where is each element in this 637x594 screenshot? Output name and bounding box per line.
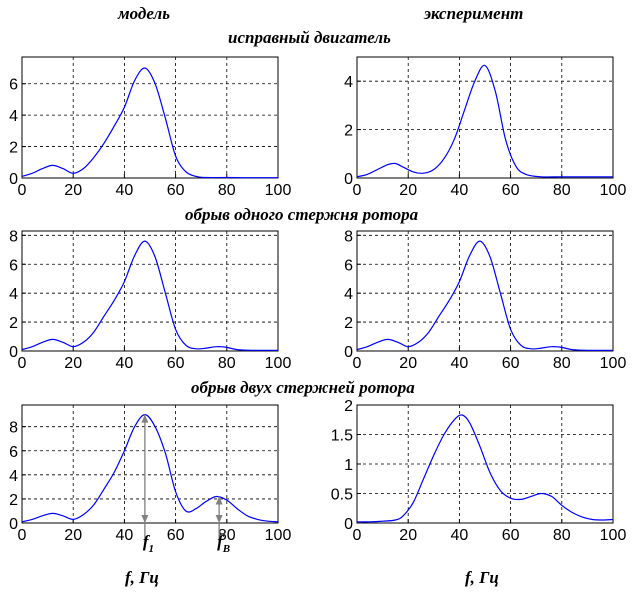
axes-frame [21,404,279,524]
y-tick-label: 6 [344,257,353,274]
y-tick-label: 2 [9,492,18,509]
x-tick-label: 100 [600,355,627,372]
x-tick-label: 40 [451,182,469,199]
x-tick-label: 0 [353,355,362,372]
x-tick-label: 100 [265,355,292,372]
chart-experiment-healthy: 0 20 40 60 80 100 0 2 4 [344,56,627,199]
annotation-f1-label: f1 [143,532,154,555]
data-series-line [356,240,614,351]
y-tick-label: 4 [9,468,18,485]
row-title-one-bar: обрыв одного стержня ротора [185,205,419,224]
annotation-f1: f1 [141,414,154,555]
chart-model-one-bar: 0 20 40 60 80 100 0 2 4 6 8 [9,228,291,372]
annotation-f1-head-top [141,414,149,423]
x-tick-label: 60 [167,527,185,544]
x-tick-label: 60 [502,355,520,372]
chart-experiment-one-bar: 0 20 40 60 80 100 0 2 4 6 8 [344,228,626,372]
column-title-model: модель [118,4,170,23]
y-tick-label: 0 [9,516,18,533]
annotation-fb-head-bottom [215,515,223,523]
x-tick-label: 40 [451,527,469,544]
y-tick-label: 2 [344,315,353,332]
y-tick-label: 2 [344,123,353,140]
y-tick-label: 6 [9,77,18,94]
x-tick-label: 20 [64,355,82,372]
y-tick-label: 1.5 [331,428,353,445]
x-tick-label: 20 [399,182,417,199]
x-tick-label: 0 [18,527,27,544]
annotation-f1-head-bottom [141,515,149,523]
chart-model-two-bars: 0 20 40 60 80 100 0 2 4 6 8 [9,404,292,544]
y-tick-label: 2 [9,140,18,157]
chart-experiment-two-bars: 0 20 40 60 80 100 0 0.5 1 1.5 2 [331,398,627,544]
annotation-fb-label: fB [217,532,230,555]
x-tick-label: 0 [353,182,362,199]
x-tick-label: 40 [451,355,469,372]
annotation-fb: fB [215,496,230,555]
y-tick-label: 8 [9,228,18,245]
x-tick-label: 20 [64,527,82,544]
x-tick-label: 100 [265,182,292,199]
x-tick-label: 40 [116,527,134,544]
x-tick-label: 60 [167,355,185,372]
data-series-line [21,67,278,179]
axes-frame [356,56,614,179]
y-tick-label: 1 [344,457,353,474]
row-title-healthy: исправный двигатель [228,28,391,47]
y-tick-label: 4 [9,108,18,125]
annotation-fb-head-top [215,496,223,505]
y-tick-label: 2 [344,398,353,415]
y-tick-label: 4 [9,286,18,303]
y-tick-label: 0.5 [331,487,353,504]
x-tick-label: 100 [600,527,627,544]
x-tick-label: 80 [218,182,236,199]
chart-model-healthy: 0 20 40 60 80 100 0 2 4 6 [9,56,292,199]
row-title-two-bars: обрыв двух стержней ротора [191,378,415,397]
y-tick-label: 0 [344,516,353,533]
y-tick-label: 4 [344,286,353,303]
x-tick-label: 40 [116,182,134,199]
axes-frame [356,230,614,352]
y-tick-label: 6 [9,257,18,274]
column-title-experiment: эксперимент [424,4,524,23]
x-tick-label: 80 [553,182,571,199]
axes-frame [21,56,279,179]
x-tick-label: 80 [218,355,236,372]
y-tick-label: 0 [9,344,18,361]
x-tick-label: 20 [399,355,417,372]
data-series-line [356,414,614,523]
axes-frame [21,230,279,352]
x-tick-label: 100 [265,527,292,544]
x-tick-label: 20 [399,527,417,544]
x-tick-label: 0 [18,182,27,199]
y-tick-label: 8 [9,420,18,437]
y-tick-label: 4 [344,74,353,91]
y-tick-label: 0 [344,344,353,361]
x-tick-label: 60 [502,182,520,199]
x-tick-label: 80 [553,527,571,544]
y-tick-label: 0 [9,171,18,188]
x-tick-label: 0 [18,355,27,372]
x-tick-label: 0 [353,527,362,544]
x-tick-label: 100 [600,182,627,199]
y-tick-label: 2 [9,315,18,332]
x-tick-label: 20 [64,182,82,199]
x-tick-label: 80 [553,355,571,372]
y-tick-label: 6 [9,444,18,461]
x-tick-label: 60 [167,182,185,199]
y-tick-label: 0 [344,171,353,188]
x-tick-label: 80 [218,527,236,544]
x-tick-label: 40 [116,355,134,372]
y-tick-label: 8 [344,228,353,245]
data-series-line [21,240,279,351]
x-axis-label-right: f, Гц [465,568,499,587]
data-series-line [356,64,613,178]
data-series-line [21,413,279,523]
x-tick-label: 60 [502,527,520,544]
x-axis-label-left: f, Гц [125,568,159,587]
